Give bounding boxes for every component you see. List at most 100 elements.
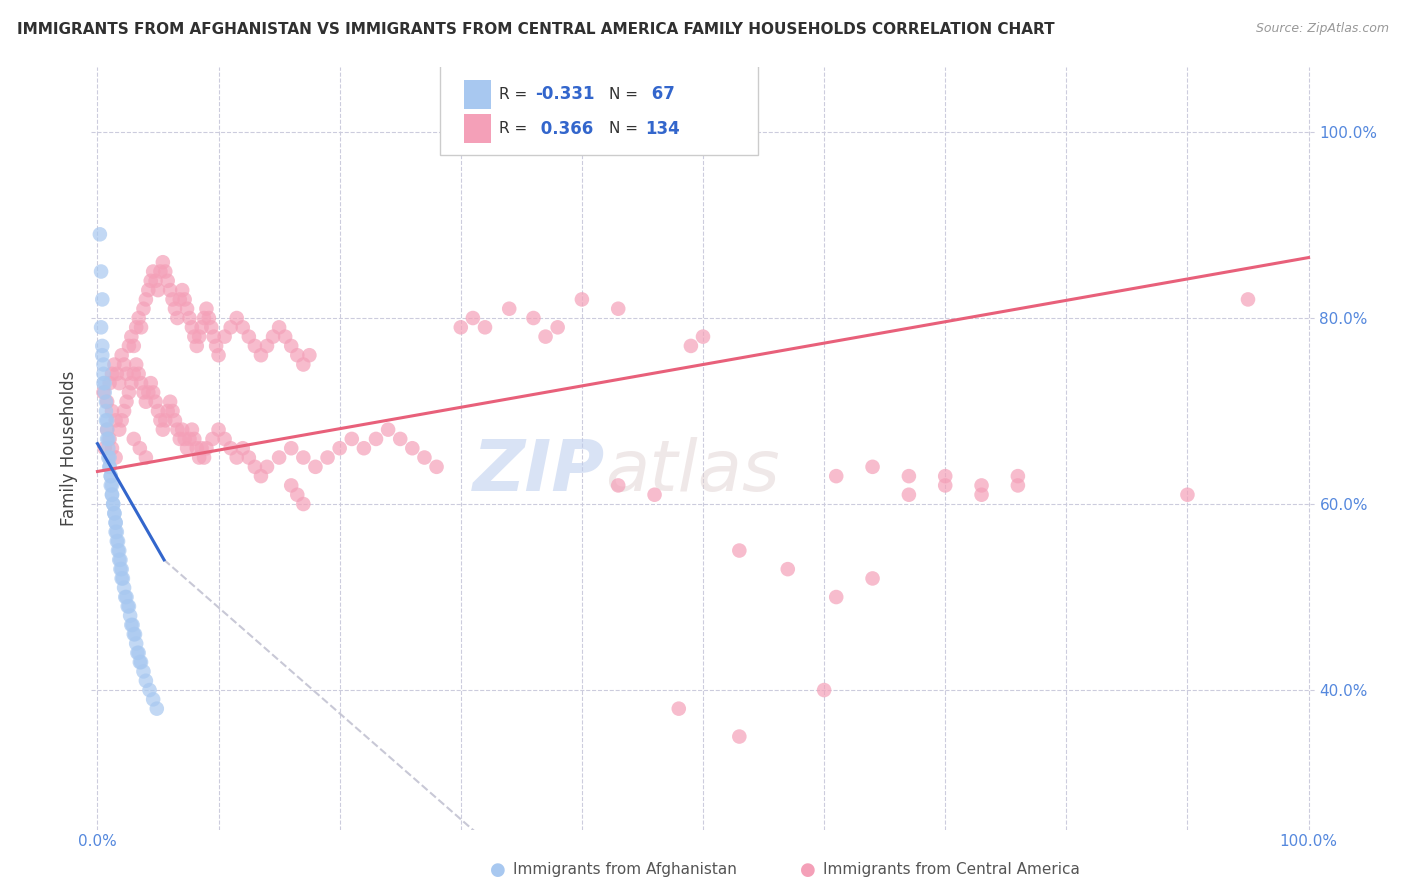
- Point: [162, 404, 184, 418]
- Point: [91, 348, 114, 362]
- Point: [96, 413, 118, 427]
- Point: [862, 571, 884, 585]
- Point: [104, 516, 127, 530]
- Point: [118, 385, 141, 400]
- Point: [225, 311, 247, 326]
- Point: [145, 394, 167, 409]
- Point: [425, 459, 447, 474]
- Point: [159, 394, 181, 409]
- Point: [110, 562, 132, 576]
- Point: [145, 274, 167, 288]
- Point: [111, 413, 134, 427]
- Point: [93, 376, 115, 391]
- Point: [138, 683, 160, 698]
- Point: [776, 562, 799, 576]
- Point: [280, 441, 302, 455]
- Point: [225, 450, 247, 465]
- Point: [329, 441, 352, 455]
- Point: [107, 543, 129, 558]
- Point: [105, 524, 128, 539]
- Point: [100, 469, 122, 483]
- Point: [93, 385, 115, 400]
- Point: [728, 543, 751, 558]
- Point: [108, 553, 131, 567]
- Point: [146, 404, 169, 418]
- Point: [156, 274, 179, 288]
- Point: [103, 497, 125, 511]
- Point: [180, 320, 202, 334]
- Point: [166, 423, 188, 437]
- Point: [186, 441, 208, 455]
- Point: [155, 413, 177, 427]
- Point: [190, 320, 212, 334]
- Point: [97, 441, 120, 455]
- Point: [292, 450, 315, 465]
- Point: [156, 404, 179, 418]
- Point: [340, 432, 363, 446]
- Point: [128, 646, 150, 660]
- Point: [105, 367, 128, 381]
- Point: [105, 534, 128, 549]
- Point: [280, 478, 302, 492]
- Point: [1007, 478, 1029, 492]
- Point: [232, 441, 254, 455]
- Point: [112, 581, 135, 595]
- FancyBboxPatch shape: [440, 63, 758, 154]
- Point: [198, 311, 221, 326]
- Text: -0.331: -0.331: [536, 86, 595, 103]
- Point: [377, 423, 399, 437]
- Text: 134: 134: [645, 120, 681, 137]
- Point: [139, 274, 162, 288]
- Text: ZIP: ZIP: [472, 436, 605, 506]
- Point: [243, 339, 266, 353]
- Text: R =: R =: [499, 87, 531, 102]
- Point: [644, 488, 666, 502]
- Point: [607, 478, 630, 492]
- Point: [163, 413, 186, 427]
- Y-axis label: Family Households: Family Households: [60, 370, 79, 526]
- Point: [129, 655, 152, 669]
- Text: N =: N =: [609, 87, 643, 102]
- Point: [104, 524, 127, 539]
- FancyBboxPatch shape: [464, 114, 491, 143]
- Point: [111, 562, 134, 576]
- Point: [104, 413, 127, 427]
- Point: [115, 394, 138, 409]
- Point: [256, 339, 278, 353]
- Point: [1237, 293, 1260, 307]
- Point: [128, 367, 150, 381]
- Point: [122, 432, 145, 446]
- Point: [108, 543, 131, 558]
- Point: [93, 367, 115, 381]
- Point: [232, 320, 254, 334]
- Point: [149, 264, 172, 278]
- Point: [207, 348, 229, 362]
- Point: [129, 376, 152, 391]
- Point: [285, 488, 308, 502]
- Point: [298, 348, 321, 362]
- Point: [813, 683, 835, 698]
- Point: [93, 385, 115, 400]
- Point: [135, 293, 157, 307]
- Point: [169, 293, 191, 307]
- Text: 67: 67: [645, 86, 675, 103]
- Point: [474, 320, 496, 334]
- Point: [98, 459, 121, 474]
- Point: [122, 339, 145, 353]
- Point: [142, 692, 165, 706]
- Point: [101, 404, 124, 418]
- Point: [256, 459, 278, 474]
- Point: [136, 385, 159, 400]
- Point: [94, 404, 117, 418]
- Point: [146, 283, 169, 297]
- Point: [103, 506, 125, 520]
- Point: [353, 441, 375, 455]
- Point: [450, 320, 472, 334]
- Point: [93, 358, 115, 372]
- Point: [115, 367, 138, 381]
- Point: [668, 701, 690, 715]
- Point: [522, 311, 544, 326]
- Point: [120, 329, 142, 343]
- Point: [195, 441, 218, 455]
- Text: 0.366: 0.366: [536, 120, 593, 137]
